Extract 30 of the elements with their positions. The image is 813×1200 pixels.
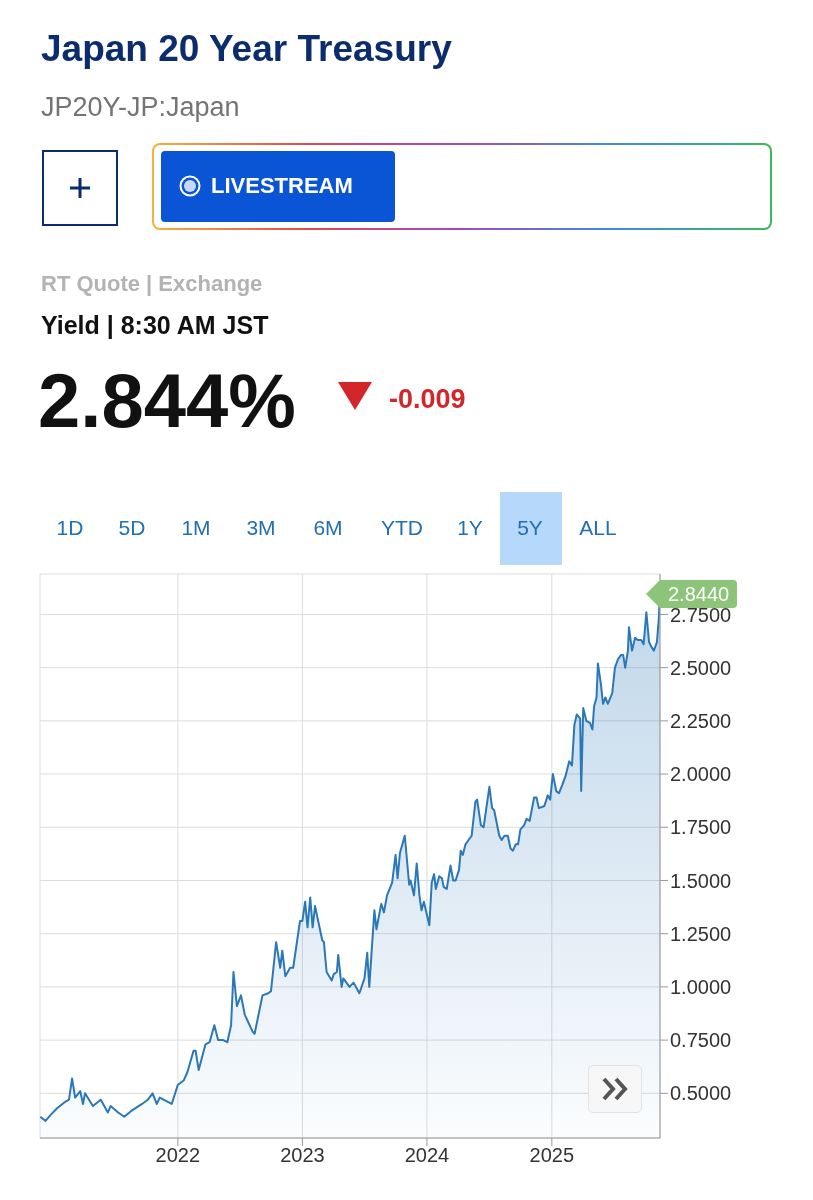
- text: 1Y: [456, 516, 484, 540]
- text: RT Quote | Exchange: [41, 271, 263, 297]
- y-tick-label: 1.2500: [670, 922, 732, 945]
- y-tick-label: 0.7500: [670, 1029, 732, 1052]
- y-tick-label: 2.0000: [670, 763, 732, 786]
- text: -0.009: [389, 384, 466, 415]
- y-tick-label: 1.7500: [670, 816, 732, 839]
- y-tick-label: 1.5000: [670, 869, 732, 892]
- text: ALL: [578, 516, 618, 540]
- text: 1M: [180, 516, 212, 540]
- text: 1D: [55, 516, 85, 540]
- annotation: 2.8440: [660, 580, 738, 609]
- x-tick-label: 2024: [404, 1144, 450, 1167]
- y-tick-label: 2.5000: [670, 656, 732, 679]
- stream-frame: LIVESTREAM: [152, 143, 772, 230]
- text: 5D: [117, 516, 147, 540]
- x-tick-label: 2022: [155, 1144, 201, 1167]
- chart-subtitle: JP20Y-JP:Japan: [41, 92, 240, 123]
- text: Yield | 8:30 AM JST: [41, 311, 269, 340]
- y-tick-label: 1.0000: [670, 975, 732, 998]
- x-tick-label: 2023: [280, 1144, 325, 1167]
- text: 5Y: [516, 516, 544, 540]
- text: 6M: [312, 516, 344, 540]
- y-tick-label: 2.2500: [670, 709, 732, 732]
- x-tick-label: 2025: [529, 1144, 575, 1167]
- chart-title: Japan 20 Year Treasury: [41, 28, 452, 70]
- text: 2.844%: [38, 357, 296, 445]
- text: 3M: [245, 516, 277, 540]
- text: YTD: [380, 516, 424, 540]
- y-tick-label: 0.5000: [670, 1082, 732, 1105]
